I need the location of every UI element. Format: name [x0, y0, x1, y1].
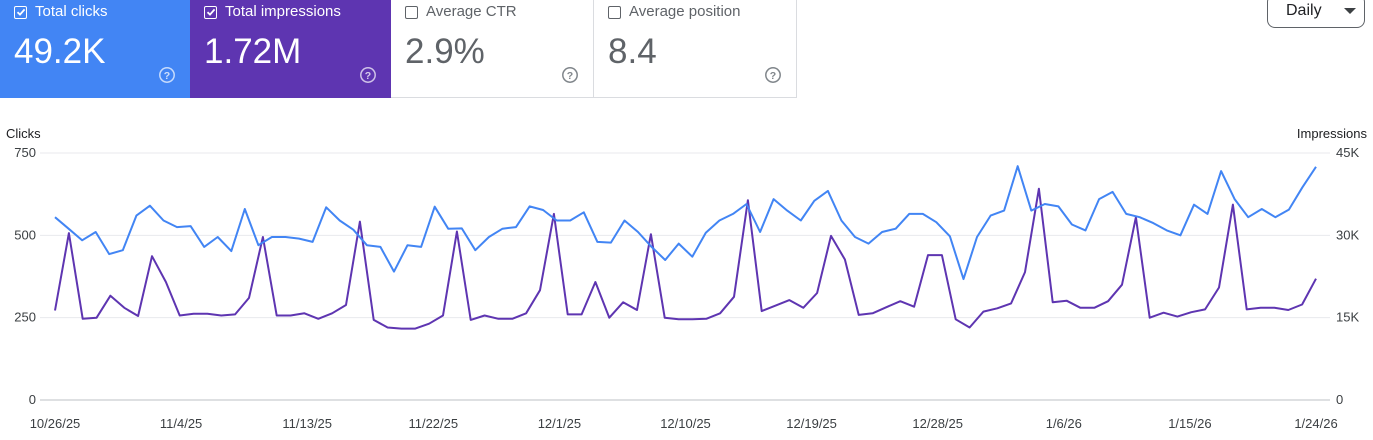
metric-label: Average CTR [426, 3, 517, 20]
metric-value: 1.72M [204, 32, 302, 71]
left-tick-label: 0 [29, 392, 36, 407]
checkbox-unchecked-icon[interactable] [608, 5, 621, 19]
left-tick-label: 750 [14, 145, 36, 160]
help-icon[interactable]: ? [561, 66, 579, 84]
metric-value: 2.9% [405, 32, 485, 71]
metric-card-total-impressions[interactable]: Total impressions 1.72M ? [190, 0, 391, 98]
metric-label: Total clicks [35, 3, 108, 20]
metric-label: Total impressions [225, 3, 341, 20]
x-tick-label: 12/1/25 [538, 416, 581, 431]
svg-text:?: ? [770, 70, 776, 82]
checkbox-checked-icon[interactable] [14, 5, 27, 19]
clicks-series-line [54, 165, 1317, 281]
checkbox-unchecked-icon[interactable] [405, 5, 418, 19]
right-tick-label: 15K [1336, 310, 1359, 325]
left-tick-label: 500 [14, 227, 36, 242]
help-icon[interactable]: ? [764, 66, 782, 84]
x-tick-label: 11/4/25 [160, 416, 202, 431]
right-tick-label: 45K [1336, 145, 1359, 160]
x-tick-label: 12/19/25 [786, 416, 837, 431]
checkbox-checked-icon[interactable] [204, 5, 217, 19]
x-tick-label: 1/24/26 [1294, 416, 1337, 431]
x-tick-label: 12/10/25 [660, 416, 711, 431]
svg-text:?: ? [164, 70, 170, 82]
right-tick-label: 30K [1336, 227, 1359, 242]
x-tick-label: 11/22/25 [408, 416, 458, 431]
metric-label: Average position [629, 3, 741, 20]
x-tick-label: 12/28/25 [912, 416, 963, 431]
impressions-series-line [54, 187, 1317, 330]
right-axis-title: Impressions [1296, 126, 1367, 141]
svg-text:?: ? [365, 70, 371, 82]
right-tick-label: 0 [1336, 392, 1343, 407]
caret-down-icon [1343, 8, 1356, 14]
left-axis-title: Clicks [6, 126, 41, 141]
granularity-dropdown[interactable]: Daily [1267, 0, 1365, 28]
help-icon[interactable]: ? [158, 66, 176, 84]
metric-value: 49.2K [14, 32, 106, 71]
x-tick-label: 1/15/26 [1168, 416, 1211, 431]
metric-card-average-position[interactable]: Average position 8.4 ? [594, 0, 797, 98]
metric-card-total-clicks[interactable]: Total clicks 49.2K ? [0, 0, 190, 98]
left-tick-label: 250 [14, 310, 36, 325]
metric-value: 8.4 [608, 32, 657, 71]
x-tick-label: 10/26/25 [30, 416, 81, 431]
metric-card-average-ctr[interactable]: Average CTR 2.9% ? [391, 0, 594, 98]
granularity-label: Daily [1286, 2, 1322, 19]
x-tick-label: 11/13/25 [282, 416, 332, 431]
help-icon[interactable]: ? [359, 66, 377, 84]
svg-text:?: ? [567, 70, 573, 82]
x-tick-label: 1/6/26 [1046, 416, 1082, 431]
